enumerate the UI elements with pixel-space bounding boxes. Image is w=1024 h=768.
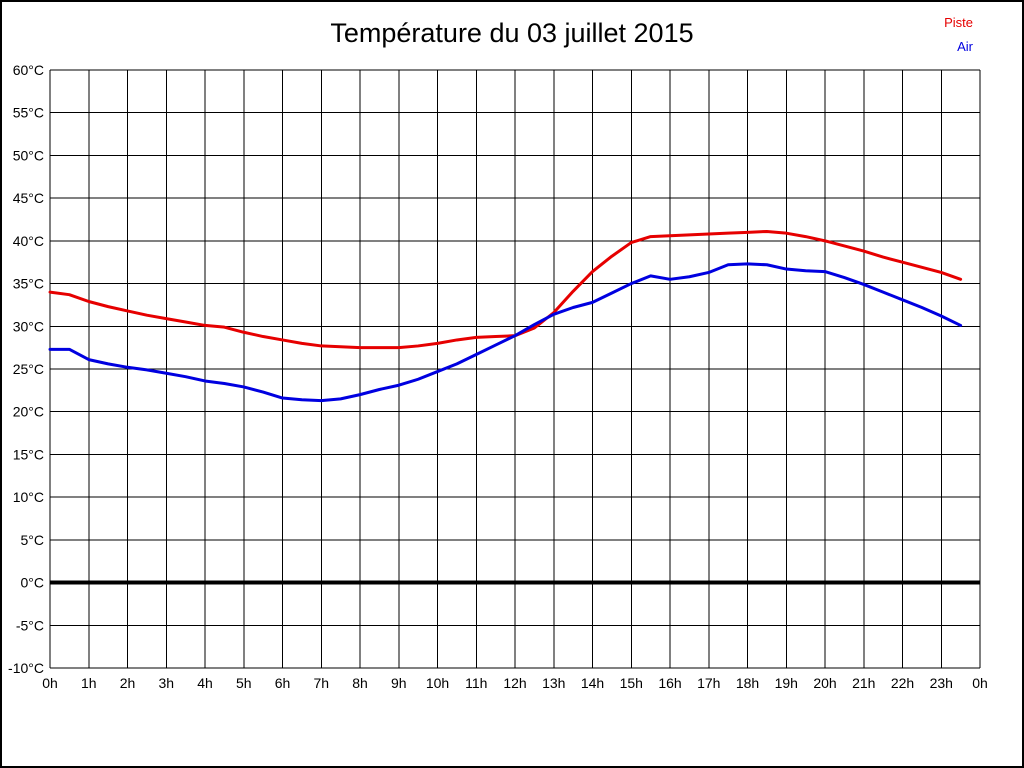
x-tick-label: 21h	[852, 675, 875, 691]
x-tick-label: 1h	[81, 675, 97, 691]
x-tick-label: 10h	[426, 675, 449, 691]
y-tick-label: 20°C	[13, 404, 44, 420]
x-tick-label: 4h	[197, 675, 213, 691]
legend-piste-label: Piste	[944, 15, 973, 30]
y-tick-label: 5°C	[21, 532, 45, 548]
y-tick-label: 55°C	[13, 105, 44, 121]
legend-item: Piste	[944, 11, 973, 35]
y-tick-label: 50°C	[13, 147, 44, 163]
y-tick-label: 25°C	[13, 361, 44, 377]
legend-air-label: Air	[957, 39, 973, 54]
x-tick-label: 11h	[465, 675, 487, 691]
x-tick-label: 19h	[775, 675, 798, 691]
x-tick-label: 0h	[42, 675, 58, 691]
x-tick-label: 17h	[697, 675, 720, 691]
x-tick-label: 14h	[581, 675, 604, 691]
y-tick-label: -5°C	[16, 617, 44, 633]
y-tick-label: 30°C	[13, 318, 44, 334]
y-tick-label: 35°C	[13, 276, 44, 292]
x-tick-label: 5h	[236, 675, 252, 691]
x-tick-label: 0h	[972, 675, 988, 691]
y-tick-label: 40°C	[13, 233, 44, 249]
x-tick-label: 7h	[313, 675, 329, 691]
y-tick-label: 15°C	[13, 446, 44, 462]
x-tick-label: 12h	[503, 675, 526, 691]
x-tick-label: 22h	[891, 675, 914, 691]
x-tick-label: 6h	[275, 675, 291, 691]
legend: Piste Air	[944, 11, 973, 59]
x-tick-label: 2h	[120, 675, 136, 691]
y-tick-label: 0°C	[21, 575, 45, 591]
x-tick-label: 13h	[542, 675, 565, 691]
x-tick-label: 9h	[391, 675, 407, 691]
x-tick-label: 16h	[658, 675, 681, 691]
piste-line	[48, 229, 963, 350]
legend-item: Air	[944, 35, 973, 59]
y-tick-label: 60°C	[13, 62, 44, 78]
y-tick-label: -10°C	[8, 660, 44, 676]
air-line	[48, 262, 963, 403]
x-tick-label: 8h	[352, 675, 368, 691]
x-tick-label: 23h	[930, 675, 953, 691]
chart-title: Température du 03 juillet 2015	[330, 18, 694, 48]
x-tick-label: 3h	[158, 675, 174, 691]
x-tick-label: 20h	[813, 675, 836, 691]
y-tick-label: 10°C	[13, 489, 44, 505]
y-tick-label: 45°C	[13, 190, 44, 206]
x-tick-label: 15h	[620, 675, 643, 691]
x-tick-label: 18h	[736, 675, 759, 691]
